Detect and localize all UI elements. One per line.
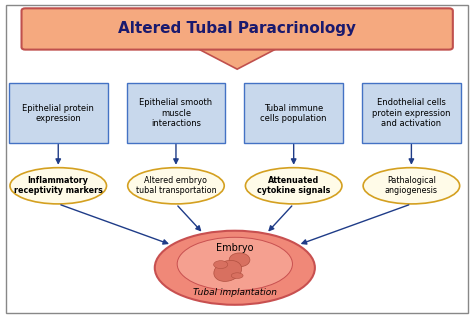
Text: Tubal immune
cells population: Tubal immune cells population (260, 104, 327, 123)
Ellipse shape (177, 237, 292, 291)
Text: Epithelial protein
expression: Epithelial protein expression (22, 104, 94, 123)
Polygon shape (195, 47, 280, 69)
Text: Tubal implantation: Tubal implantation (193, 288, 277, 297)
Text: Embryo: Embryo (216, 243, 254, 253)
Ellipse shape (10, 168, 107, 204)
Ellipse shape (214, 261, 228, 268)
Ellipse shape (231, 273, 243, 279)
FancyBboxPatch shape (9, 83, 108, 143)
Ellipse shape (214, 260, 242, 281)
Text: Altered Tubal Paracrinology: Altered Tubal Paracrinology (118, 21, 356, 36)
Text: Pathalogical
angiogenesis: Pathalogical angiogenesis (385, 176, 438, 196)
Text: Endothelial cells
protein expression
and activation: Endothelial cells protein expression and… (372, 98, 451, 128)
Text: Attenuated
cytokine signals: Attenuated cytokine signals (257, 176, 330, 196)
Ellipse shape (363, 168, 460, 204)
Ellipse shape (128, 168, 224, 204)
Text: Altered embryo
tubal transportation: Altered embryo tubal transportation (136, 176, 216, 196)
FancyBboxPatch shape (244, 83, 343, 143)
Text: Epithelial smooth
muscle
interactions: Epithelial smooth muscle interactions (139, 98, 212, 128)
FancyBboxPatch shape (362, 83, 461, 143)
Text: Inflammatory
receptivity markers: Inflammatory receptivity markers (14, 176, 103, 196)
Ellipse shape (155, 231, 315, 305)
FancyBboxPatch shape (21, 8, 453, 50)
FancyBboxPatch shape (127, 83, 226, 143)
Circle shape (229, 253, 250, 267)
Ellipse shape (246, 168, 342, 204)
